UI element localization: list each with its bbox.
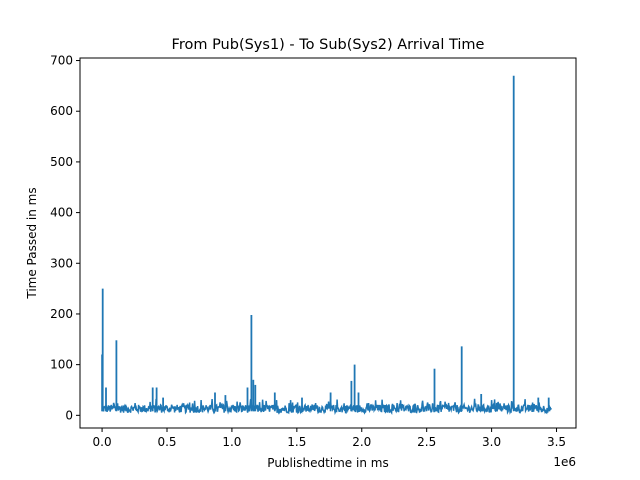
x-axis-offset-label: 1e6 (553, 455, 576, 469)
x-tick-label: 2.0 (352, 435, 371, 449)
chart-title: From Pub(Sys1) - To Sub(Sys2) Arrival Ti… (172, 37, 485, 53)
x-tick-label: 2.5 (417, 435, 436, 449)
x-tick-label: 3.5 (547, 435, 566, 449)
y-tick-label: 200 (50, 307, 73, 321)
axes-frame (79, 57, 577, 429)
y-tick-label: 100 (50, 358, 73, 372)
series-line (101, 397, 552, 416)
x-axis: 0.0 0.5 1.0 1.5 2.0 2.5 3.0 3.5 (93, 428, 566, 449)
y-tick-label: 0 (65, 408, 73, 422)
y-axis: 0 100 200 300 400 500 600 700 (50, 54, 80, 422)
x-tick-label: 1.5 (287, 435, 306, 449)
x-axis-label: Publishedtime in ms (267, 456, 388, 470)
x-tick-label: 3.0 (482, 435, 501, 449)
y-tick-label: 600 (50, 104, 73, 118)
y-axis-label: Time Passed in ms (25, 187, 39, 299)
x-tick-label: 0.5 (157, 435, 176, 449)
y-tick-label: 500 (50, 155, 73, 169)
x-tick-label: 1.0 (222, 435, 241, 449)
y-tick-label: 400 (50, 206, 73, 220)
y-tick-label: 300 (50, 256, 73, 270)
x-tick-label: 0.0 (93, 435, 112, 449)
y-tick-label: 700 (50, 54, 73, 68)
plot-area (101, 75, 552, 416)
